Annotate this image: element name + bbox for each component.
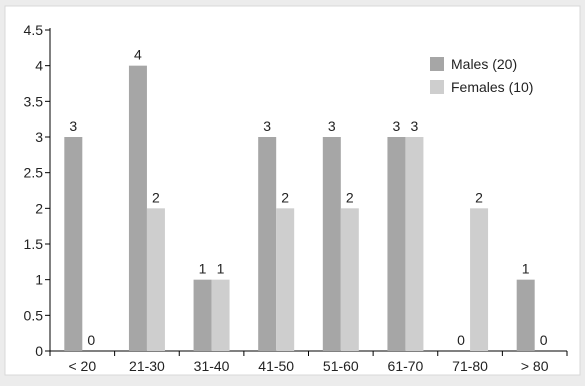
x-tick-label: < 20 [68, 358, 96, 374]
bar-series-0 [193, 279, 212, 351]
data-label-series-0: 3 [263, 118, 271, 134]
y-tick-label: 1 [35, 272, 43, 288]
data-label-series-0: 3 [393, 118, 401, 134]
x-tick-label: 41-50 [258, 358, 294, 374]
data-label-series-0: 1 [522, 261, 530, 277]
y-tick-label: 2.5 [24, 165, 44, 181]
x-tick-label: 71-80 [452, 358, 488, 374]
bar-series-1 [146, 208, 165, 351]
bar-series-1 [470, 208, 489, 351]
bar-series-0 [516, 279, 535, 351]
data-label-series-1: 3 [411, 118, 419, 134]
bar-series-1 [405, 137, 424, 351]
data-label-series-1: 2 [152, 189, 160, 205]
x-tick-label: 31-40 [194, 358, 230, 374]
data-label-series-1: 2 [281, 189, 289, 205]
bar-series-1 [211, 279, 230, 351]
x-tick-label: 61-70 [388, 358, 424, 374]
y-tick-label: 0 [35, 343, 43, 359]
data-label-series-1: 2 [475, 189, 483, 205]
y-tick-label: 2 [35, 200, 43, 216]
bar-series-1 [340, 208, 359, 351]
y-tick-label: 4.5 [24, 22, 44, 38]
data-label-series-0: 4 [134, 47, 142, 63]
data-label-series-1: 1 [217, 261, 225, 277]
data-label-series-0: 0 [457, 332, 465, 348]
legend-swatch [430, 57, 444, 71]
x-tick-label: > 80 [521, 358, 549, 374]
data-label-series-1: 2 [346, 189, 354, 205]
legend-label: Males (20) [451, 56, 517, 72]
y-tick-label: 3 [35, 129, 43, 145]
bar-series-0 [322, 137, 341, 351]
y-tick-label: 1.5 [24, 236, 44, 252]
bar-series-0 [128, 65, 147, 352]
bars [64, 65, 535, 352]
x-tick-label: 51-60 [323, 358, 359, 374]
bar-series-0 [64, 137, 83, 351]
x-axis: < 20 21-30 31-40 41-50 51-60 61-70 71-80 > 80 [49, 350, 568, 374]
legend-swatch [430, 80, 444, 94]
data-label-series-1: 0 [540, 332, 548, 348]
bar-series-0 [258, 137, 277, 351]
y-axis: 0 0.5 1 1.5 2 2.5 3 3.5 4 4.5 [24, 22, 51, 359]
y-tick-label: 3.5 [24, 93, 44, 109]
legend: Males (20) Females (10) [430, 56, 533, 95]
bar-series-0 [387, 137, 406, 351]
x-tick-label: 21-30 [129, 358, 165, 374]
y-tick-label: 4 [35, 58, 43, 74]
data-label-series-0: 3 [328, 118, 336, 134]
data-label-series-0: 3 [69, 118, 77, 134]
data-label-series-0: 1 [199, 261, 207, 277]
y-tick-label: 0.5 [24, 307, 44, 323]
legend-label: Females (10) [451, 79, 533, 95]
data-label-series-1: 0 [87, 332, 95, 348]
bar-series-1 [276, 208, 295, 351]
